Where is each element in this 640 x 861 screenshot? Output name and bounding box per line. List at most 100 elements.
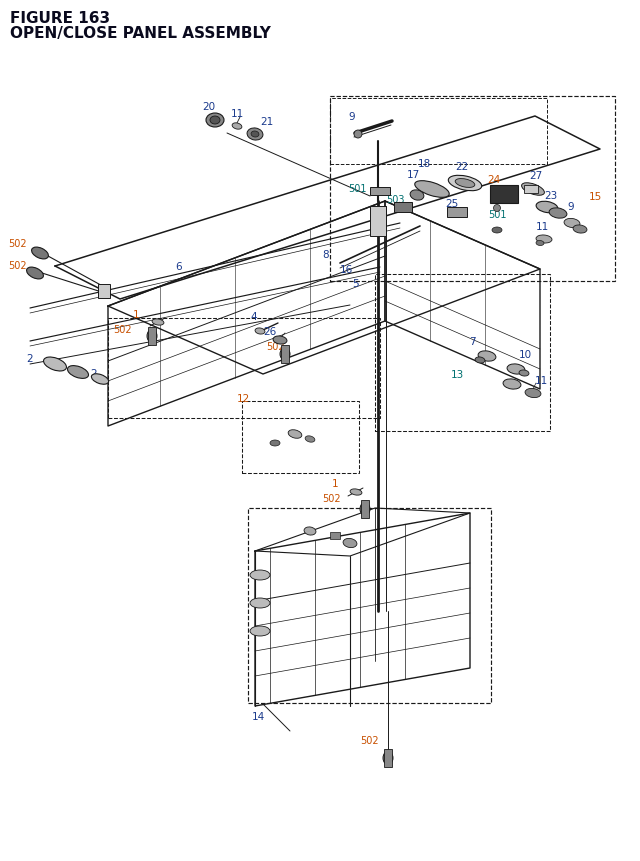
Ellipse shape xyxy=(536,202,558,214)
Text: 14: 14 xyxy=(252,711,265,722)
Text: 20: 20 xyxy=(202,102,215,112)
Ellipse shape xyxy=(383,752,393,765)
Bar xyxy=(490,186,518,204)
Bar xyxy=(148,328,156,345)
Text: 13: 13 xyxy=(451,369,464,380)
Text: 3: 3 xyxy=(57,362,63,372)
Ellipse shape xyxy=(152,319,164,325)
Text: 18: 18 xyxy=(418,158,431,169)
Bar xyxy=(361,500,369,518)
Ellipse shape xyxy=(410,190,424,201)
Ellipse shape xyxy=(478,351,496,362)
Ellipse shape xyxy=(536,241,544,246)
Text: 17: 17 xyxy=(407,170,420,180)
Ellipse shape xyxy=(250,598,270,608)
Text: 502: 502 xyxy=(113,325,132,335)
Text: 11: 11 xyxy=(231,108,244,119)
Ellipse shape xyxy=(250,570,270,580)
Text: 5: 5 xyxy=(352,279,358,288)
Text: 23: 23 xyxy=(544,191,557,201)
Bar xyxy=(384,749,392,767)
Text: 26: 26 xyxy=(263,326,276,337)
Text: 15: 15 xyxy=(589,192,602,201)
Text: 1: 1 xyxy=(133,310,140,319)
Text: 12: 12 xyxy=(237,393,250,404)
Text: 7: 7 xyxy=(469,337,476,347)
Text: 22: 22 xyxy=(455,162,468,172)
Text: 21: 21 xyxy=(260,117,273,127)
Ellipse shape xyxy=(549,208,567,219)
Text: 2: 2 xyxy=(90,369,97,379)
Text: 27: 27 xyxy=(529,170,542,181)
Ellipse shape xyxy=(210,117,220,125)
Ellipse shape xyxy=(206,114,224,127)
Text: 502: 502 xyxy=(8,238,27,249)
Text: 1: 1 xyxy=(332,479,339,488)
Text: 502: 502 xyxy=(8,261,27,270)
Text: 2: 2 xyxy=(26,354,33,363)
Ellipse shape xyxy=(270,441,280,447)
Ellipse shape xyxy=(273,337,287,344)
Text: 19: 19 xyxy=(513,366,526,375)
Bar xyxy=(281,345,289,363)
Ellipse shape xyxy=(250,626,270,636)
Ellipse shape xyxy=(360,503,370,516)
Ellipse shape xyxy=(475,357,485,363)
Ellipse shape xyxy=(305,437,315,443)
Ellipse shape xyxy=(503,380,521,390)
Bar xyxy=(447,208,467,218)
Bar xyxy=(394,202,412,213)
Ellipse shape xyxy=(448,177,482,191)
Bar xyxy=(375,275,550,431)
Ellipse shape xyxy=(44,357,67,372)
Text: 503: 503 xyxy=(386,195,404,205)
Text: 502: 502 xyxy=(322,493,340,504)
Ellipse shape xyxy=(251,132,259,138)
Ellipse shape xyxy=(493,205,500,213)
Text: 501: 501 xyxy=(488,210,506,220)
Bar xyxy=(330,99,547,164)
Ellipse shape xyxy=(536,236,552,244)
Text: 9: 9 xyxy=(348,112,355,122)
Ellipse shape xyxy=(27,268,44,280)
Text: 6: 6 xyxy=(175,262,182,272)
Bar xyxy=(330,532,340,539)
Ellipse shape xyxy=(343,539,357,548)
Bar xyxy=(242,401,359,474)
Text: 501: 501 xyxy=(348,183,367,194)
Ellipse shape xyxy=(232,124,242,130)
Bar xyxy=(98,285,110,299)
Ellipse shape xyxy=(573,226,587,234)
Ellipse shape xyxy=(525,389,541,398)
Text: 502: 502 xyxy=(266,342,285,351)
Ellipse shape xyxy=(92,375,109,385)
Bar xyxy=(370,188,390,195)
Ellipse shape xyxy=(31,248,49,260)
Text: FIGURE 163: FIGURE 163 xyxy=(10,11,110,26)
Bar xyxy=(370,207,386,237)
Ellipse shape xyxy=(350,489,362,496)
Bar xyxy=(108,319,380,418)
Ellipse shape xyxy=(519,370,529,376)
Text: 25: 25 xyxy=(445,199,458,208)
Text: 16: 16 xyxy=(340,264,353,275)
Ellipse shape xyxy=(415,182,449,198)
Ellipse shape xyxy=(354,131,362,139)
Ellipse shape xyxy=(507,364,525,375)
Text: 10: 10 xyxy=(519,350,532,360)
Ellipse shape xyxy=(492,228,502,233)
Ellipse shape xyxy=(67,366,88,379)
Text: OPEN/CLOSE PANEL ASSEMBLY: OPEN/CLOSE PANEL ASSEMBLY xyxy=(10,26,271,41)
Ellipse shape xyxy=(247,129,263,141)
Text: 11: 11 xyxy=(535,375,548,386)
Text: 9: 9 xyxy=(567,201,573,212)
Ellipse shape xyxy=(522,183,545,196)
Ellipse shape xyxy=(147,330,157,343)
Text: 502: 502 xyxy=(360,735,379,745)
Text: 4: 4 xyxy=(250,312,257,322)
Ellipse shape xyxy=(455,179,475,189)
Bar xyxy=(248,508,491,703)
Ellipse shape xyxy=(280,349,290,361)
Text: 8: 8 xyxy=(322,250,328,260)
Ellipse shape xyxy=(304,527,316,536)
